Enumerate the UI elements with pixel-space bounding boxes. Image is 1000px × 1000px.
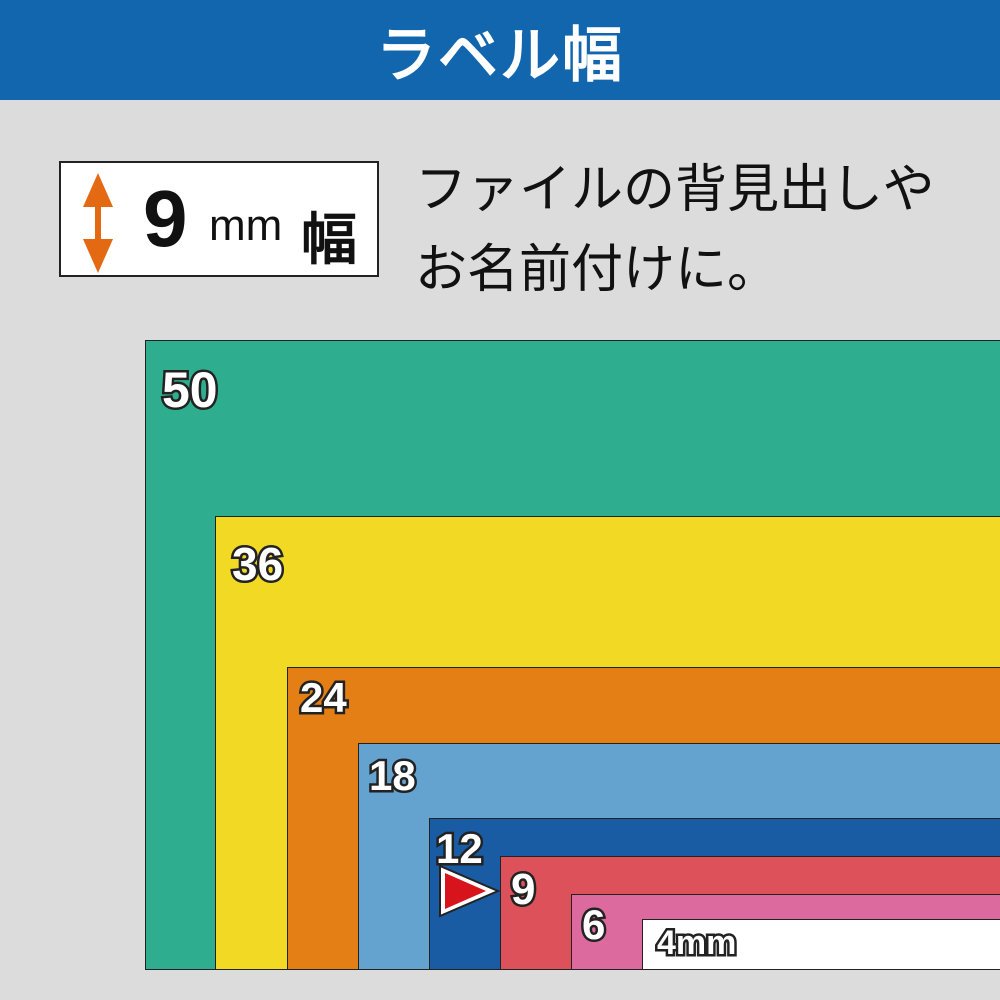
pointer-triangle-icon — [439, 864, 501, 918]
badge-unit: mm — [209, 201, 283, 250]
width-label: 24 — [298, 672, 350, 724]
bottom-margin — [0, 970, 1000, 1000]
width-label: 50 — [160, 360, 221, 421]
description: ファイルの背見出しや お名前付けに。 — [415, 150, 934, 310]
width-label: 18 — [367, 750, 419, 802]
width-label: 6 — [579, 899, 607, 951]
width-label: 4mm — [654, 922, 738, 965]
header-banner: ラベル幅 — [0, 0, 1000, 100]
double-arrow-icon — [83, 173, 113, 273]
width-label: 9 — [508, 863, 538, 917]
description-line-2: お名前付けに。 — [415, 240, 780, 300]
description-line-1: ファイルの背見出しや — [415, 160, 935, 220]
width-label: 36 — [229, 536, 285, 593]
width-badge: 9 mm 幅 — [59, 161, 379, 277]
width-block-4mm: 4mm — [642, 919, 1000, 970]
badge-value: 9 — [143, 174, 188, 263]
badge-suffix: 幅 — [301, 208, 357, 273]
header-title: ラベル幅 — [376, 20, 624, 91]
